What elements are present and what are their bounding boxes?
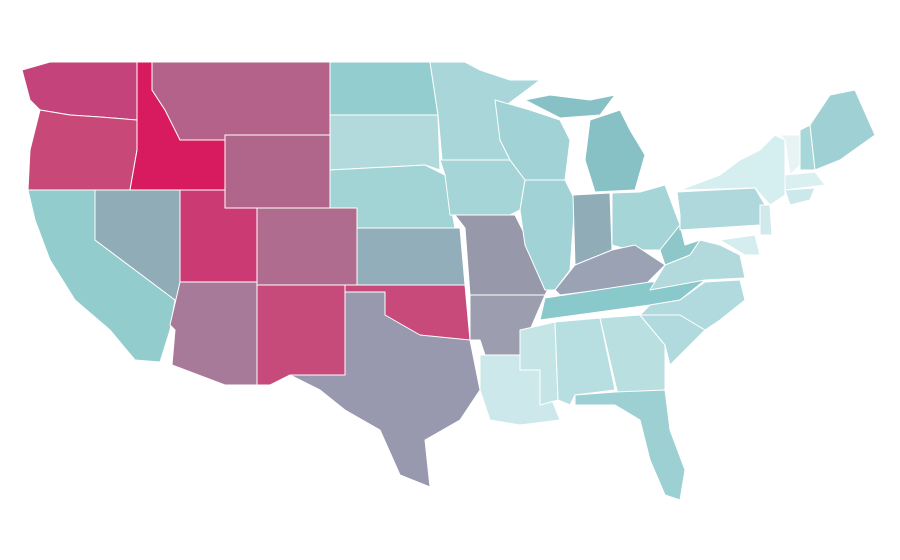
state xyxy=(784,187,816,206)
state xyxy=(224,134,331,209)
state xyxy=(329,114,441,171)
state xyxy=(719,234,761,256)
state xyxy=(356,227,466,286)
state xyxy=(599,314,666,396)
state xyxy=(524,94,646,193)
state xyxy=(439,159,526,216)
state xyxy=(574,389,686,501)
state xyxy=(659,224,701,266)
state xyxy=(809,89,876,171)
states xyxy=(21,61,876,501)
state xyxy=(151,61,331,141)
state xyxy=(256,284,346,386)
state xyxy=(27,109,138,191)
state xyxy=(679,134,786,206)
state xyxy=(779,134,801,176)
state xyxy=(784,171,826,191)
state xyxy=(256,207,358,286)
state xyxy=(329,61,439,116)
state xyxy=(676,187,766,231)
state xyxy=(289,291,481,488)
state xyxy=(639,279,746,331)
state xyxy=(169,281,258,386)
state xyxy=(759,204,773,236)
